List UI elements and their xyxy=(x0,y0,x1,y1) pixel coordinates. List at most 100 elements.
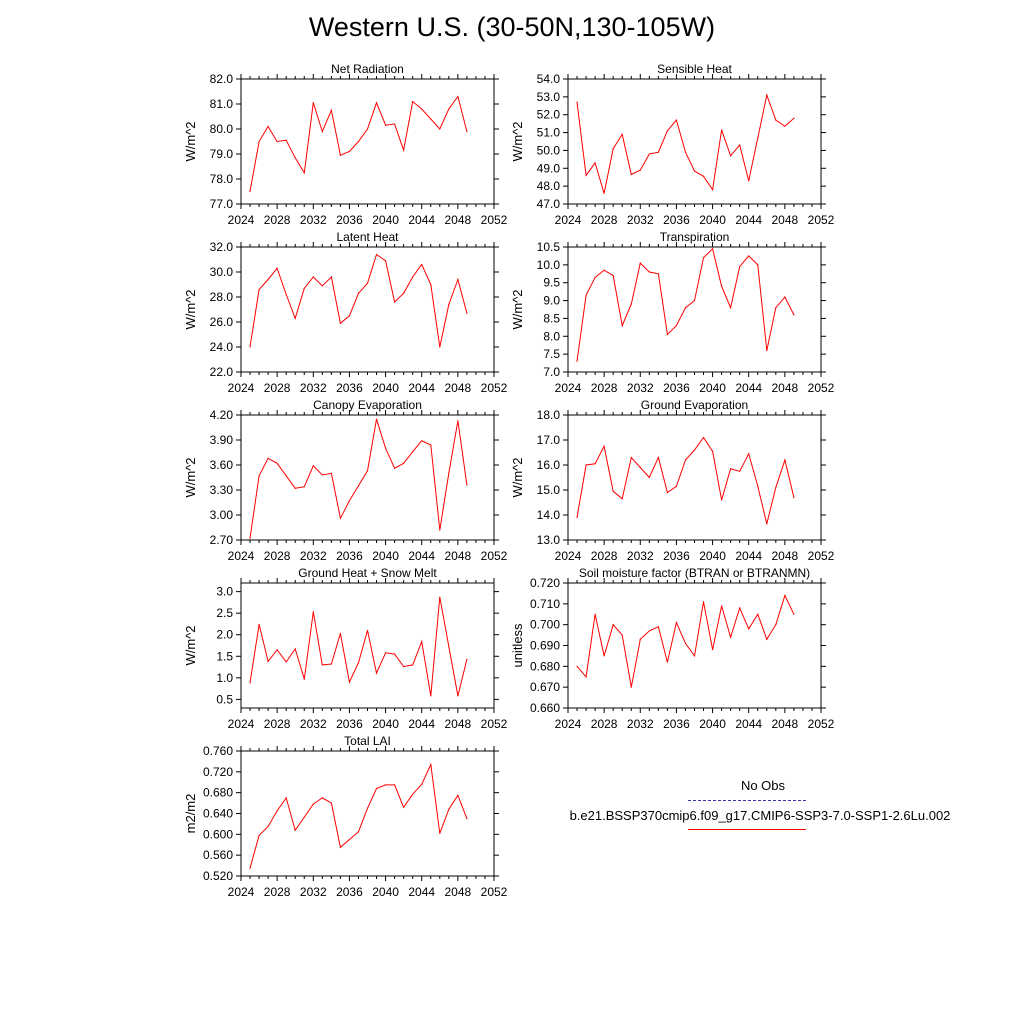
chart-1-point xyxy=(403,149,405,151)
chart-2-ytick-label: 54.0 xyxy=(537,72,561,86)
chart-5-point xyxy=(375,418,378,420)
chart-2-point xyxy=(730,155,732,157)
chart-6-ytick-label: 18.0 xyxy=(537,408,561,422)
chart-6-point xyxy=(603,445,605,447)
chart-3-point xyxy=(366,282,369,284)
chart-5-xtick-label: 2032 xyxy=(300,549,327,563)
chart-7-point xyxy=(457,695,459,697)
chart-3-point xyxy=(412,276,414,278)
chart-3-point xyxy=(457,278,459,281)
chart-2-point xyxy=(639,169,641,171)
chart-1-ytick-label: 80.0 xyxy=(210,122,234,136)
chart-1-point xyxy=(330,109,332,111)
chart-7-point xyxy=(312,611,314,613)
chart-7-ylabel: W/m^2 xyxy=(183,625,198,665)
chart-3-xtick-label: 2036 xyxy=(336,381,363,395)
chart-7-point xyxy=(321,664,323,666)
chart-7-xtick-label: 2036 xyxy=(336,717,363,731)
chart-8-point xyxy=(630,686,632,688)
chart-5-xtick-label: 2040 xyxy=(372,549,399,563)
chart-6-point xyxy=(775,486,777,489)
chart-2-ytick-label: 50.0 xyxy=(537,143,561,157)
chart-4-point xyxy=(775,307,777,309)
chart-2-point xyxy=(657,151,659,153)
chart-2-xtick-label: 2048 xyxy=(772,213,799,227)
chart-2-point xyxy=(784,125,786,127)
chart-3-point xyxy=(258,288,260,291)
chart-9-point xyxy=(312,803,314,805)
chart-5-point xyxy=(384,447,387,449)
chart-4-point xyxy=(639,262,641,264)
chart-7-ytick-label: 0.5 xyxy=(216,692,233,706)
chart-5-xtick-label: 2048 xyxy=(445,549,472,563)
chart-4-point xyxy=(675,324,678,327)
chart-8-point xyxy=(793,613,795,615)
chart-4-ytick-label: 7.0 xyxy=(543,365,560,379)
chart-1-ytick-label: 79.0 xyxy=(210,147,234,161)
chart-8-xtick-label: 2040 xyxy=(699,717,726,731)
chart-2-point xyxy=(612,148,614,150)
chart-8-point xyxy=(711,649,714,651)
chart-3-xtick-label: 2040 xyxy=(372,381,399,395)
chart-4-point xyxy=(576,360,578,362)
chart-8-xtick-label: 2052 xyxy=(808,717,835,731)
chart-9-point xyxy=(249,867,251,869)
chart-5-ytick-label: 2.70 xyxy=(210,533,234,547)
chart-8-point xyxy=(585,676,587,678)
chart-1-ytick-label: 77.0 xyxy=(210,197,234,211)
chart-3-point xyxy=(403,292,405,294)
chart-4-point xyxy=(757,264,759,266)
chart-7-point xyxy=(330,663,332,665)
chart-3-point xyxy=(357,292,360,294)
chart-2-point xyxy=(585,174,587,177)
chart-7-ytick-label: 1.5 xyxy=(216,649,233,663)
chart-9-ytick-label: 0.520 xyxy=(203,869,233,883)
chart-7-point xyxy=(375,672,378,674)
chart-7-point xyxy=(303,678,305,680)
chart-4-point xyxy=(657,273,659,275)
chart-7-point xyxy=(430,695,432,697)
chart-9-point xyxy=(294,829,296,831)
chart-9-point xyxy=(276,810,278,812)
chart-1-xtick-label: 2044 xyxy=(408,213,435,227)
chart-6-point xyxy=(711,450,714,452)
chart-6-xtick-label: 2024 xyxy=(555,549,582,563)
chart-1-point xyxy=(466,130,468,133)
chart-4-frame xyxy=(567,246,822,373)
chart-4-ytick-label: 8.0 xyxy=(543,329,560,343)
chart-4-point xyxy=(730,307,732,309)
chart-5-point xyxy=(321,474,323,476)
chart-8-xtick-label: 2028 xyxy=(591,717,618,731)
chart-9-point xyxy=(348,838,351,841)
chart-1-xtick-label: 2048 xyxy=(445,213,472,227)
chart-1-point xyxy=(285,139,287,141)
chart-8-point xyxy=(603,655,605,657)
chart-4-ylabel: W/m^2 xyxy=(510,289,525,329)
chart-3-point xyxy=(339,322,341,324)
chart-4-point xyxy=(585,294,587,296)
chart-6-ytick-label: 14.0 xyxy=(537,508,561,522)
chart-7-point xyxy=(448,645,450,647)
chart-4-title: Transpiration xyxy=(660,230,730,244)
chart-3-ytick-label: 26.0 xyxy=(210,315,234,329)
chart-8-point xyxy=(576,665,578,667)
chart-4-point xyxy=(648,271,650,273)
chart-8-point xyxy=(639,638,641,640)
chart-1-title: Net Radiation xyxy=(331,62,404,76)
chart-4-xtick-label: 2024 xyxy=(555,381,582,395)
chart-7-ytick-label: 1.0 xyxy=(216,671,233,685)
chart-5-point xyxy=(394,467,396,469)
chart-5-point xyxy=(412,451,414,453)
chart-3-ytick-label: 24.0 xyxy=(210,340,234,354)
chart-8-ytick-label: 0.700 xyxy=(530,618,560,632)
chart-9-ytick-label: 0.720 xyxy=(203,765,233,779)
chart-6-point xyxy=(784,459,786,461)
chart-6-point xyxy=(657,456,659,459)
chart-1-point xyxy=(448,108,450,110)
chart-5-point xyxy=(330,472,332,474)
chart-6-title: Ground Evaporation xyxy=(641,398,748,412)
chart-5-point xyxy=(439,529,441,531)
chart-6-point xyxy=(666,491,668,494)
chart-8-point xyxy=(766,638,768,640)
chart-4-point xyxy=(793,314,795,316)
